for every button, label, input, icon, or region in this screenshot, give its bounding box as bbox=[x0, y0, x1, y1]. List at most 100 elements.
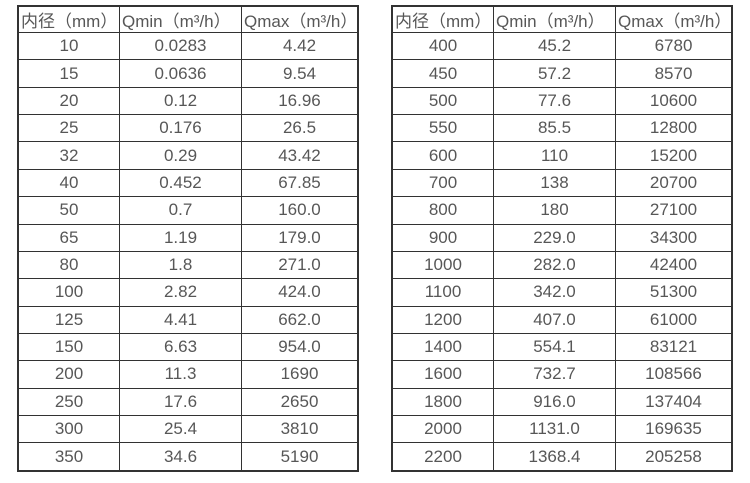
header-row: 内径（mm） Qmin（m³/h） Qmax（m³/h） bbox=[391, 5, 733, 33]
table-cell: 137404 bbox=[615, 387, 733, 417]
table-cell: 32 bbox=[17, 141, 120, 170]
table-cell: 85.5 bbox=[493, 114, 616, 143]
table-row: 80 1.8 271.0 bbox=[17, 250, 359, 280]
table-row: 1400 554.1 83121 bbox=[391, 332, 733, 362]
table-cell: 1.8 bbox=[119, 250, 242, 280]
table-cell: 11.3 bbox=[119, 360, 242, 389]
table-row: 15 0.0636 9.54 bbox=[17, 59, 359, 88]
table-cell: 4.41 bbox=[119, 305, 242, 334]
table-cell: 108566 bbox=[615, 360, 733, 389]
table-cell: 10600 bbox=[615, 86, 733, 116]
table-row: 200 11.3 1690 bbox=[17, 360, 359, 389]
table-cell: 180 bbox=[493, 196, 616, 225]
table-cell: 0.0283 bbox=[119, 31, 242, 61]
table-cell: 554.1 bbox=[493, 332, 616, 362]
table-cell: 1200 bbox=[391, 305, 494, 334]
table-cell: 100 bbox=[17, 278, 120, 307]
table-cell: 500 bbox=[391, 86, 494, 116]
table-cell: 2200 bbox=[391, 442, 494, 472]
table-cell: 200 bbox=[17, 360, 120, 389]
table-cell: 10 bbox=[17, 31, 120, 61]
table-cell: 407.0 bbox=[493, 305, 616, 334]
table-cell: 5190 bbox=[241, 442, 359, 472]
table-cell: 3810 bbox=[241, 415, 359, 444]
table-row: 800 180 27100 bbox=[391, 196, 733, 225]
table-cell: 1400 bbox=[391, 332, 494, 362]
table-cell: 138 bbox=[493, 168, 616, 198]
table-row: 700 138 20700 bbox=[391, 168, 733, 198]
table-cell: 900 bbox=[391, 223, 494, 252]
table-cell: 42400 bbox=[615, 250, 733, 280]
table-cell: 350 bbox=[17, 442, 120, 472]
table-cell: 342.0 bbox=[493, 278, 616, 307]
table-cell: 16.96 bbox=[241, 86, 359, 116]
table-row: 25 0.176 26.5 bbox=[17, 114, 359, 143]
table-row: 2000 1131.0 169635 bbox=[391, 415, 733, 444]
table-row: 400 45.2 6780 bbox=[391, 31, 733, 61]
table-cell: 169635 bbox=[615, 415, 733, 444]
table-cell: 732.7 bbox=[493, 360, 616, 389]
table-cell: 282.0 bbox=[493, 250, 616, 280]
table-cell: 61000 bbox=[615, 305, 733, 334]
table-cell: 8570 bbox=[615, 59, 733, 88]
flow-spec-table-large-diameters: 内径（mm） Qmin（m³/h） Qmax（m³/h） 400 45.2 6780 450… bbox=[391, 5, 733, 472]
table-cell: 1690 bbox=[241, 360, 359, 389]
column-header-2: Qmax（m³/h） bbox=[241, 5, 359, 33]
table-cell: 34300 bbox=[615, 223, 733, 252]
table-row: 1800 916.0 137404 bbox=[391, 387, 733, 417]
table-row: 600 110 15200 bbox=[391, 141, 733, 170]
table-cell: 80 bbox=[17, 250, 120, 280]
table-cell: 6780 bbox=[615, 31, 733, 61]
table-cell: 400 bbox=[391, 31, 494, 61]
table-cell: 0.12 bbox=[119, 86, 242, 116]
column-header-2: Qmax（m³/h） bbox=[615, 5, 733, 33]
table-row: 1100 342.0 51300 bbox=[391, 278, 733, 307]
table-cell: 83121 bbox=[615, 332, 733, 362]
column-header-1: Qmin（m³/h） bbox=[493, 5, 616, 33]
table-cell: 45.2 bbox=[493, 31, 616, 61]
table-cell: 25 bbox=[17, 114, 120, 143]
table-row: 100 2.82 424.0 bbox=[17, 278, 359, 307]
table-cell: 2000 bbox=[391, 415, 494, 444]
table-cell: 20 bbox=[17, 86, 120, 116]
table-cell: 662.0 bbox=[241, 305, 359, 334]
table-cell: 67.85 bbox=[241, 168, 359, 198]
table-cell: 424.0 bbox=[241, 278, 359, 307]
table-row: 150 6.63 954.0 bbox=[17, 332, 359, 362]
table-cell: 229.0 bbox=[493, 223, 616, 252]
table-cell: 600 bbox=[391, 141, 494, 170]
table-cell: 43.42 bbox=[241, 141, 359, 170]
table-cell: 450 bbox=[391, 59, 494, 88]
table-row: 900 229.0 34300 bbox=[391, 223, 733, 252]
table-cell: 0.0636 bbox=[119, 59, 242, 88]
table-row: 20 0.12 16.96 bbox=[17, 86, 359, 116]
table-cell: 110 bbox=[493, 141, 616, 170]
table-cell: 65 bbox=[17, 223, 120, 252]
table-row: 300 25.4 3810 bbox=[17, 415, 359, 444]
table-cell: 25.4 bbox=[119, 415, 242, 444]
table-cell: 2650 bbox=[241, 387, 359, 417]
table-cell: 12800 bbox=[615, 114, 733, 143]
table-cell: 1131.0 bbox=[493, 415, 616, 444]
table-cell: 27100 bbox=[615, 196, 733, 225]
table-row: 500 77.6 10600 bbox=[391, 86, 733, 116]
header-row: 内径（mm） Qmin（m³/h） Qmax（m³/h） bbox=[17, 5, 359, 33]
table-cell: 1368.4 bbox=[493, 442, 616, 472]
column-header-0: 内径（mm） bbox=[391, 5, 494, 33]
table-row: 40 0.452 67.85 bbox=[17, 168, 359, 198]
table-cell: 150 bbox=[17, 332, 120, 362]
table-cell: 160.0 bbox=[241, 196, 359, 225]
table-row: 250 17.6 2650 bbox=[17, 387, 359, 417]
table-row: 1000 282.0 42400 bbox=[391, 250, 733, 280]
table-cell: 550 bbox=[391, 114, 494, 143]
table-row: 10 0.0283 4.42 bbox=[17, 31, 359, 61]
table-cell: 916.0 bbox=[493, 387, 616, 417]
table-cell: 1.19 bbox=[119, 223, 242, 252]
table-cell: 250 bbox=[17, 387, 120, 417]
column-header-0: 内径（mm） bbox=[17, 5, 120, 33]
table-cell: 9.54 bbox=[241, 59, 359, 88]
table-cell: 125 bbox=[17, 305, 120, 334]
table-row: 32 0.29 43.42 bbox=[17, 141, 359, 170]
table-cell: 34.6 bbox=[119, 442, 242, 472]
table-cell: 2.82 bbox=[119, 278, 242, 307]
